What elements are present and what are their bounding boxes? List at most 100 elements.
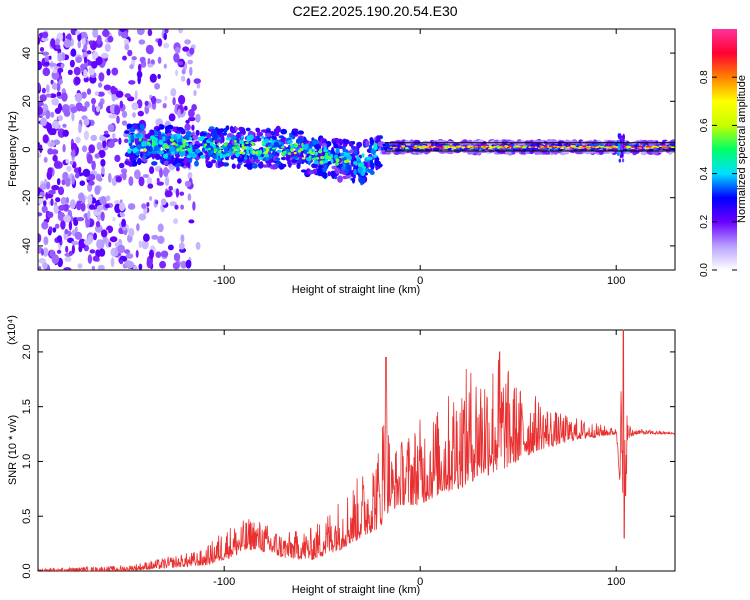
spectrogram-cell — [455, 145, 459, 148]
spectrogram-cell — [128, 227, 135, 237]
spectrogram-xlabel: Height of straight line (km) — [292, 284, 420, 296]
spectrogram-cell — [392, 147, 396, 149]
spectrogram-cell — [49, 142, 56, 147]
spectrogram-cell — [88, 180, 95, 186]
spectrogram-cell — [412, 147, 418, 149]
spectrogram-cell — [265, 156, 270, 161]
spectrogram-cell — [373, 145, 378, 151]
spectrogram-cell — [638, 145, 643, 147]
spectrogram-cell — [196, 83, 201, 89]
spectrogram-cell — [482, 147, 486, 149]
spectrogram-cell — [112, 132, 116, 139]
spectrogram-cell — [52, 68, 58, 74]
spectrogram-cell — [369, 156, 373, 161]
spectrogram-cell — [223, 127, 228, 133]
spectrogram-cell — [109, 236, 118, 243]
spectrogram-cell — [232, 146, 237, 150]
spectrogram-cell — [343, 149, 349, 153]
spectrogram-cell — [185, 259, 192, 269]
colorbar-ticks: 0.0 0.2 0.4 0.6 0.8 — [699, 70, 737, 277]
spectrogram-cell — [56, 235, 63, 243]
spectrogram-cell — [163, 160, 169, 166]
spectrogram-cell — [142, 148, 147, 152]
spectrogram-cell — [131, 56, 137, 61]
spectrogram-cell — [548, 147, 552, 149]
spectrogram-cell — [91, 265, 96, 270]
spectrogram-cell — [42, 67, 51, 77]
spectrogram-cell — [149, 196, 153, 201]
spectrogram-cell — [98, 72, 105, 82]
spectrogram-cell — [531, 147, 537, 151]
spectrogram-cell — [159, 168, 163, 178]
spectrogram-cell — [252, 150, 256, 154]
spectrogram-cell — [239, 139, 244, 144]
spectrogram-cell — [178, 147, 183, 151]
spectrogram-cell — [51, 98, 59, 106]
spectrogram-cell — [164, 95, 168, 101]
spectrogram-cell — [631, 146, 635, 148]
spectrogram-cell — [38, 258, 46, 264]
spectrogram-cell — [178, 242, 185, 250]
spectrogram-cell — [100, 211, 105, 222]
spectrogram-cell — [162, 136, 166, 142]
spectrogram-cell — [494, 145, 497, 148]
spectrogram-cell — [168, 113, 176, 122]
spectrogram-cell — [593, 142, 599, 147]
spectrogram-cell — [271, 164, 278, 170]
spectrogram-cell — [167, 244, 174, 251]
spectrogram-cell — [449, 145, 454, 147]
spectrogram-cell — [200, 155, 205, 159]
spectrogram-cell — [93, 232, 97, 241]
spectrogram-cell — [119, 29, 126, 33]
spectrogram-cell — [320, 156, 325, 160]
spectrogram-cell — [223, 147, 229, 154]
spectrogram-cell — [147, 183, 154, 189]
spectrogram-cell — [83, 77, 89, 83]
spectrogram-ytick-label: 0 — [21, 146, 33, 152]
spectrogram-cell — [157, 38, 163, 47]
spectrogram-cell — [42, 247, 49, 257]
spectrogram-cell — [91, 97, 96, 105]
spectrogram-cell — [335, 158, 340, 163]
spectrogram-cell — [602, 147, 607, 151]
spectrogram-cell — [78, 166, 82, 173]
spectrogram-cell — [308, 143, 315, 147]
spectrogram-cell — [56, 178, 61, 186]
spectrogram-cell — [637, 147, 642, 149]
spectrogram-cell — [383, 147, 388, 151]
spectrogram-cell — [70, 106, 78, 114]
spectrogram-cell — [74, 231, 83, 240]
spectrogram-cell — [443, 145, 449, 147]
spectrogram-cell — [157, 223, 164, 233]
spectrogram-cell — [245, 142, 249, 144]
spectrogram-cell — [428, 146, 432, 148]
spectrogram-cell — [633, 150, 640, 154]
spectrogram-cell — [259, 150, 263, 154]
spectrogram-cell — [146, 142, 151, 145]
spectrogram-cell — [52, 227, 57, 233]
spectrogram-cell — [296, 162, 301, 169]
spectrogram-cell — [366, 156, 370, 160]
spectrogram-cell — [256, 136, 260, 140]
spectrogram-cell — [436, 146, 441, 148]
spectrogram-ticks: -100 0 100 -40 -20 0 20 40 — [21, 29, 675, 287]
spectrogram-cell — [71, 175, 75, 185]
spectrogram-cell — [231, 163, 236, 169]
spectrogram-cell — [107, 35, 114, 43]
spectrogram-cell — [79, 180, 86, 186]
spectrogram-cell — [63, 109, 71, 117]
spectrogram-cell — [121, 110, 128, 118]
spectrogram-cell — [293, 151, 297, 155]
spectrogram-cell — [400, 148, 406, 151]
spectrogram-cell — [322, 173, 328, 179]
spectrogram-cell — [96, 239, 102, 250]
spectrogram-cell — [322, 149, 329, 153]
spectrogram-cell — [263, 151, 268, 154]
spectrogram-cell — [155, 200, 159, 205]
spectrogram-cell — [39, 183, 48, 190]
spectrogram-cell — [145, 44, 154, 55]
spectrogram-cell — [314, 151, 318, 156]
spectrogram-cell — [127, 203, 136, 210]
spectrogram-cell — [267, 143, 271, 147]
spectrogram-cell — [50, 38, 56, 48]
